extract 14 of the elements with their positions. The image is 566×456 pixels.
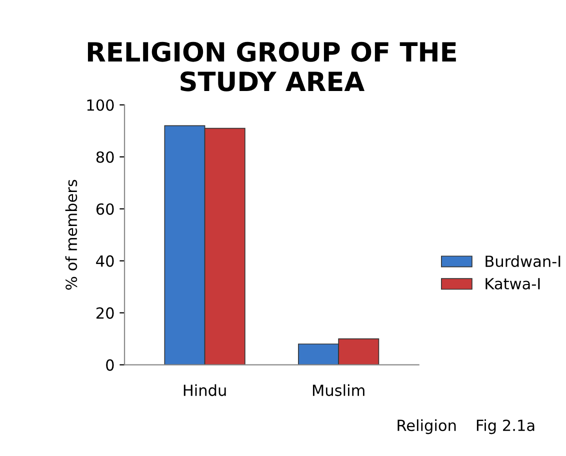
x-axis-title: Religion [398,419,456,434]
x-tick-label: Muslim [312,384,364,396]
y-tick-label: 60 [96,203,114,215]
chart-title: RELIGION GROUP OF THE STUDY AREA [88,42,456,92]
x-tick-label: Hindu [184,384,226,396]
y-tick-label: 20 [96,307,114,319]
legend-label: Katwa-I [486,278,540,290]
y-axis-title: % of members [65,180,78,290]
legend-label: Burdwan-I [486,255,560,268]
caption: Fig 2.1a [476,419,534,434]
y-tick-label: 80 [96,151,114,163]
y-tick-label: 0 [106,359,114,371]
y-tick-label: 100 [87,99,114,111]
y-tick-label: 40 [96,255,114,267]
